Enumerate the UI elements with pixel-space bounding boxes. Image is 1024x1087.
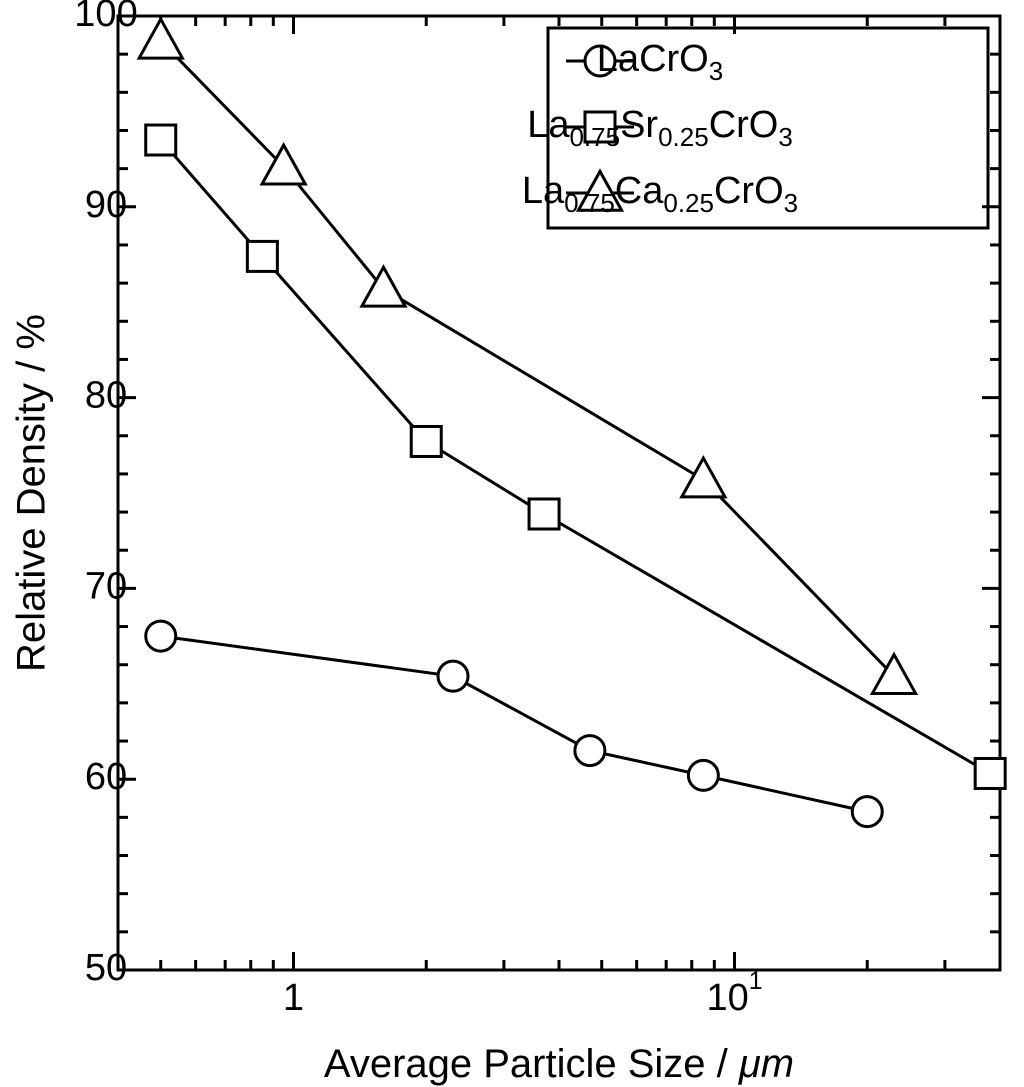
marker-circle bbox=[852, 797, 882, 827]
marker-triangle bbox=[362, 267, 405, 306]
marker-square bbox=[247, 241, 277, 271]
series-line bbox=[161, 140, 990, 773]
marker-circle bbox=[438, 661, 468, 691]
marker-square bbox=[529, 499, 559, 529]
marker-circle bbox=[688, 760, 718, 790]
legend-label: LaCrO3 bbox=[597, 38, 723, 86]
y-tick-label: 90 bbox=[85, 184, 127, 226]
marker-circle bbox=[575, 736, 605, 766]
marker-square bbox=[411, 426, 441, 456]
series-lacr bbox=[146, 621, 883, 827]
x-tick-label: 1 bbox=[283, 977, 304, 1019]
y-tick-label: 80 bbox=[85, 375, 127, 417]
chart-svg: 50 60 70 80 90 100 1 101 Relative Density / % Ave… bbox=[0, 0, 1024, 1087]
y-tick-label: 50 bbox=[85, 947, 127, 989]
density-vs-particle-size-chart: 50 60 70 80 90 100 1 101 Relative Density / % Ave… bbox=[0, 0, 1024, 1087]
x-axis-label: Average Particle Size / μm bbox=[324, 1042, 794, 1086]
legend-label: La0.75Ca0.25CrO3 bbox=[522, 170, 798, 218]
x-tick-label: 101 bbox=[706, 968, 762, 1020]
series-line bbox=[161, 636, 868, 812]
marker-triangle bbox=[682, 458, 725, 497]
y-tick-label: 60 bbox=[85, 756, 127, 798]
legend-label: La0.75Sr0.25CrO3 bbox=[527, 104, 793, 152]
marker-circle bbox=[146, 621, 176, 651]
y-tick-label: 70 bbox=[85, 565, 127, 607]
y-axis-label: Relative Density / % bbox=[10, 314, 54, 672]
marker-square bbox=[975, 758, 1005, 788]
marker-square bbox=[146, 125, 176, 155]
marker-triangle bbox=[139, 19, 182, 58]
y-tick-label: 100 bbox=[74, 0, 137, 35]
